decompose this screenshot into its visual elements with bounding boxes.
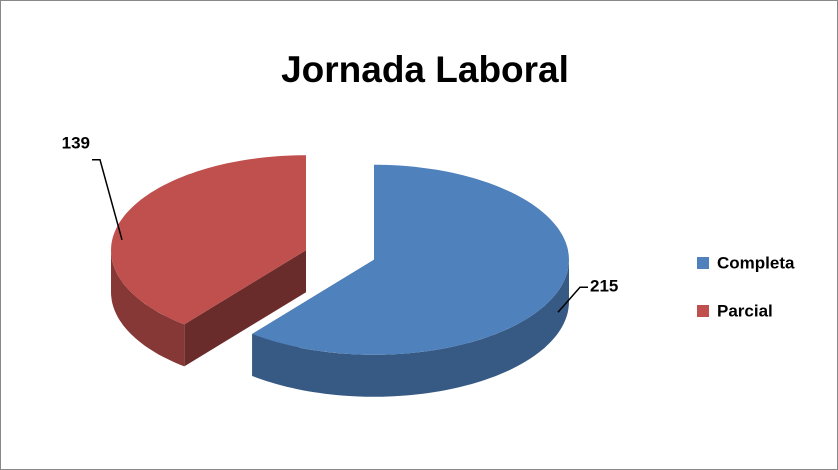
legend-swatch [697,257,709,269]
legend-swatch [697,305,709,317]
leader-line [92,159,123,240]
slice-top [111,155,306,325]
leader-line [557,286,588,313]
slice-side [184,250,306,367]
chart-title: Jornada Laboral [281,49,569,90]
slice-wall [111,250,185,367]
data-label: 215 [590,277,618,296]
legend-label: Parcial [717,301,773,320]
slice-wall [252,259,569,397]
pie-slice [111,155,306,367]
legend-label: Completa [717,253,795,272]
pie-slice [252,164,569,397]
data-label: 139 [62,133,90,152]
slice-top [252,164,569,355]
